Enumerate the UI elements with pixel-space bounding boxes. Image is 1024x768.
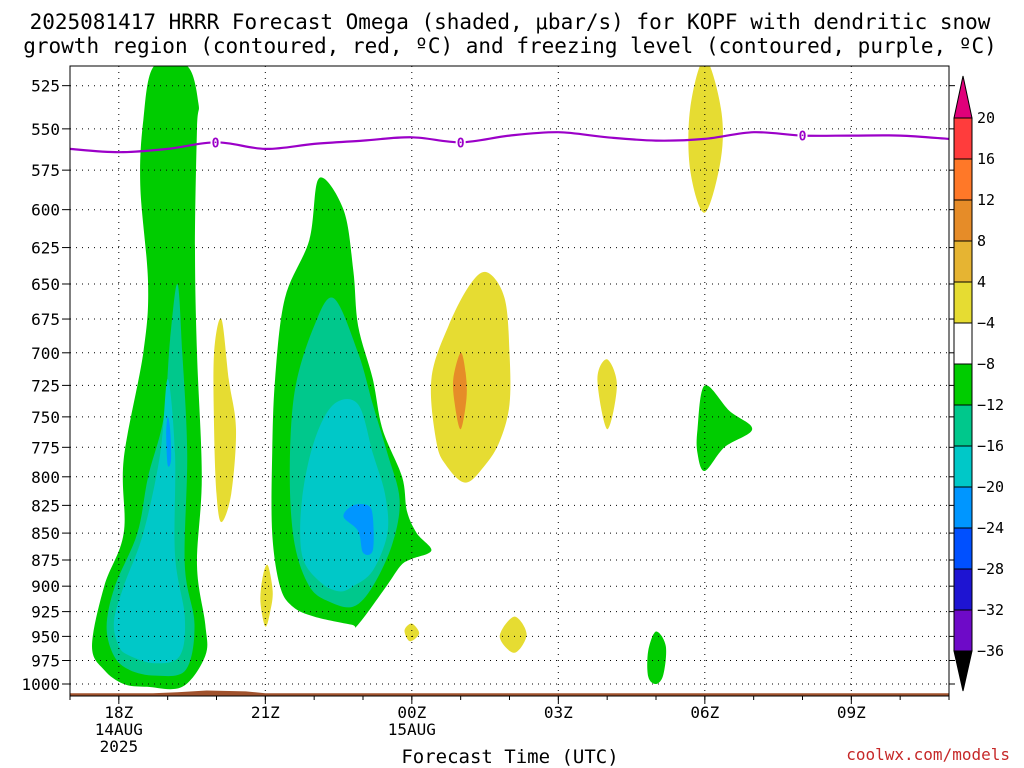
colorbar-label-4: 4 <box>977 273 986 291</box>
colorbar-band-3 <box>953 240 973 283</box>
freezing-label-bg <box>455 135 466 150</box>
freezing-label-bg <box>210 135 221 150</box>
colorbar-label-16: 16 <box>977 150 995 168</box>
y-tick-label-850: 850 <box>31 524 60 543</box>
y-tick-label-950: 950 <box>31 627 60 646</box>
colorbar-label--24: −24 <box>977 519 1004 537</box>
y-tick-label-725: 725 <box>31 376 60 395</box>
omega-shading <box>92 66 753 690</box>
freezing-level-contour: 0 0 0 <box>69 128 950 154</box>
y-tick-label-700: 700 <box>31 344 60 363</box>
colorbar-label--4: −4 <box>977 314 995 332</box>
y-tick-label-1000: 1000 <box>21 675 60 694</box>
x-tick-label-21Z-0: 21Z <box>251 703 280 722</box>
colorbar-top-arrow <box>953 75 973 119</box>
y-tick-label-600: 600 <box>31 201 60 220</box>
colorbar-band-5 <box>953 322 973 365</box>
colorbar-label--28: −28 <box>977 560 1004 578</box>
y-tick-label-625: 625 <box>31 239 60 258</box>
y-tick-label-875: 875 <box>31 551 60 570</box>
colorbar-label--36: −36 <box>977 642 1004 660</box>
omega-region-7 <box>343 503 374 555</box>
y-tick-label-900: 900 <box>31 577 60 596</box>
omega-region-8 <box>260 564 273 627</box>
x-tick-label-18Z-0: 18Z <box>104 703 133 722</box>
colorbar-label--16: −16 <box>977 437 1004 455</box>
y-tick-label-575: 575 <box>31 161 60 180</box>
omega-region-12 <box>597 359 617 430</box>
colorbar: 20 16 12 8 4 −4 −8 −12 −16 −20 −24 −28 −32 −36 <box>953 75 1004 692</box>
colorbar-label-12: 12 <box>977 191 995 209</box>
y-tick-label-525: 525 <box>31 77 60 96</box>
x-tick-label-06Z-0: 06Z <box>690 703 719 722</box>
colorbar-label--20: −20 <box>977 478 1004 496</box>
x-tick-label-18Z-1: 14AUG <box>95 720 143 739</box>
y-tick-label-975: 975 <box>31 651 60 670</box>
colorbar-band-2 <box>953 199 973 242</box>
terrain-fill <box>70 690 949 696</box>
colorbar-bottom-arrow <box>953 650 973 692</box>
y-tick-label-925: 925 <box>31 603 60 622</box>
colorbar-band-7 <box>953 404 973 447</box>
omega-region-14 <box>404 623 420 642</box>
omega-region-15 <box>688 66 723 213</box>
omega-region-3 <box>166 416 172 467</box>
omega-region-17 <box>647 631 667 685</box>
colorbar-band-4 <box>953 281 973 324</box>
colorbar-band-6 <box>953 363 973 406</box>
credit-link[interactable]: coolwx.com/models <box>846 745 1010 764</box>
colorbar-band-9 <box>953 486 973 529</box>
freezing-level-label: 0 <box>212 136 220 151</box>
omega-region-10 <box>430 271 511 483</box>
colorbar-band-10 <box>953 527 973 570</box>
omega-region-11 <box>452 352 467 430</box>
colorbar-band-12 <box>953 609 973 652</box>
colorbar-label-8: 8 <box>977 232 986 250</box>
freezing-level-label: 0 <box>457 136 465 151</box>
colorbar-band-11 <box>953 568 973 611</box>
chart-title-line1: 2025081417 HRRR Forecast Omega (shaded, … <box>30 10 991 34</box>
freezing-label-bg <box>797 128 808 143</box>
colorbar-band-8 <box>953 445 973 488</box>
x-tick-label-18Z-2: 2025 <box>100 737 139 756</box>
x-tick-label-00Z-1: 15AUG <box>388 720 436 739</box>
x-tick-label-03Z-0: 03Z <box>544 703 573 722</box>
y-tick-label-825: 825 <box>31 496 60 515</box>
x-tick-label-00Z-0: 00Z <box>397 703 426 722</box>
freezing-level-line <box>69 131 950 154</box>
terrain-surface <box>70 690 949 696</box>
y-tick-label-675: 675 <box>31 310 60 329</box>
colorbar-label--12: −12 <box>977 396 1004 414</box>
freezing-level-label: 0 <box>799 130 807 145</box>
x-tick-label-09Z-0: 09Z <box>837 703 866 722</box>
pressure-axis: 525 550 575 600 625 650 675 700 725 750 775 800 825 8… <box>21 77 955 694</box>
colorbar-band-0 <box>953 117 973 160</box>
y-tick-label-775: 775 <box>31 438 60 457</box>
colorbar-band-1 <box>953 158 973 201</box>
colorbar-label--32: −32 <box>977 601 1004 619</box>
y-tick-label-750: 750 <box>31 408 60 427</box>
y-tick-label-650: 650 <box>31 275 60 294</box>
omega-region-13 <box>499 616 527 653</box>
y-tick-label-550: 550 <box>31 120 60 139</box>
y-tick-label-800: 800 <box>31 468 60 487</box>
colorbar-label-20: 20 <box>977 109 995 127</box>
omega-region-9 <box>213 318 237 523</box>
colorbar-label--8: −8 <box>977 355 995 373</box>
x-axis-label: Forecast Time (UTC) <box>401 746 618 768</box>
chart-title-line2: growth region (contoured, red, ºC) and f… <box>23 34 997 58</box>
omega-region-16 <box>696 385 753 472</box>
